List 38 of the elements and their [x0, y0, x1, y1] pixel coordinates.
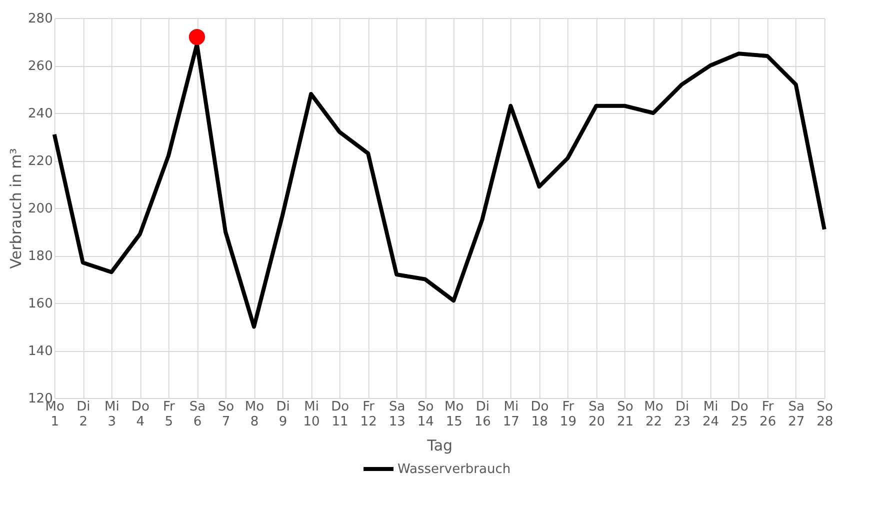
x-tick-label: Mo 8 [244, 400, 264, 430]
x-tick-label: Mo 15 [444, 400, 464, 430]
y-tick-label: 160 [28, 296, 53, 312]
x-tick-label: So 7 [218, 400, 234, 430]
x-tick-label: So 14 [417, 400, 434, 430]
x-tick-label: Fr 19 [560, 400, 576, 430]
x-tick-label: Fr 5 [162, 400, 176, 430]
x-tick-label: Do 11 [331, 400, 350, 430]
legend-label: Wasserverbrauch [398, 462, 511, 477]
x-tick-label: Di 9 [276, 400, 290, 430]
y-axis-title: Verbrauch in m³ [7, 148, 26, 269]
y-tick-label: 240 [28, 106, 53, 122]
x-tick-label: Fr 12 [360, 400, 377, 430]
y-tick-label: 180 [28, 249, 53, 264]
x-axis-title: Tag [426, 436, 453, 454]
y-tick-label: 260 [28, 59, 53, 74]
x-tick-label: Sa 20 [588, 400, 605, 430]
x-tick-label: Do 25 [730, 400, 748, 430]
x-tick-label: Fr 26 [760, 400, 776, 430]
x-tick-label: Di 16 [474, 400, 491, 430]
x-tick-label: Sa 13 [388, 400, 406, 430]
x-tick-label: Di 23 [674, 400, 691, 430]
x-tick-label: Do 4 [131, 400, 150, 430]
x-tick-label: So 21 [616, 400, 634, 430]
x-tick-label: Mi 17 [502, 400, 520, 430]
y-tick-label: 220 [28, 154, 53, 169]
x-tick-label: So 28 [816, 400, 834, 430]
x-tick-label: Sa 6 [189, 400, 206, 430]
y-tick-label: 200 [28, 202, 53, 216]
x-tick-label: Mo 22 [644, 400, 664, 430]
x-tick-label: Mi 10 [303, 400, 320, 430]
x-tick-label: Mi 24 [702, 400, 720, 430]
x-tick-label: Do 18 [530, 400, 549, 430]
x-tick-label: Mi 3 [104, 400, 120, 430]
x-tick-label: Sa 27 [788, 400, 805, 430]
x-tick-label: Di 2 [76, 400, 90, 430]
y-tick-label: 280 [28, 12, 53, 26]
y-tick-label: 140 [28, 344, 53, 359]
